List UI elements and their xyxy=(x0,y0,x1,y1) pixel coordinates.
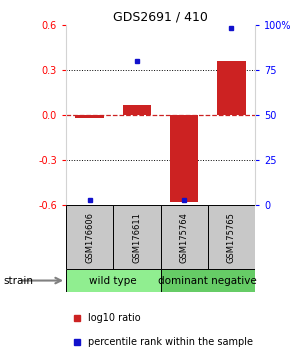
Bar xyxy=(170,115,198,202)
Bar xyxy=(208,205,255,269)
Bar xyxy=(160,205,208,269)
Text: GSM175765: GSM175765 xyxy=(227,212,236,263)
Text: GSM176611: GSM176611 xyxy=(132,212,141,263)
Bar xyxy=(66,205,113,269)
Bar xyxy=(123,104,151,115)
Text: GSM175764: GSM175764 xyxy=(180,212,189,263)
Text: wild type: wild type xyxy=(89,275,137,286)
Bar xyxy=(113,205,160,269)
Bar xyxy=(76,115,104,118)
Title: GDS2691 / 410: GDS2691 / 410 xyxy=(113,11,208,24)
Text: GSM176606: GSM176606 xyxy=(85,212,94,263)
Text: log10 ratio: log10 ratio xyxy=(88,313,141,323)
Bar xyxy=(217,61,245,115)
Bar xyxy=(66,269,160,292)
Text: strain: strain xyxy=(3,275,33,286)
Text: percentile rank within the sample: percentile rank within the sample xyxy=(88,337,253,347)
Bar xyxy=(160,269,255,292)
Text: dominant negative: dominant negative xyxy=(158,275,257,286)
